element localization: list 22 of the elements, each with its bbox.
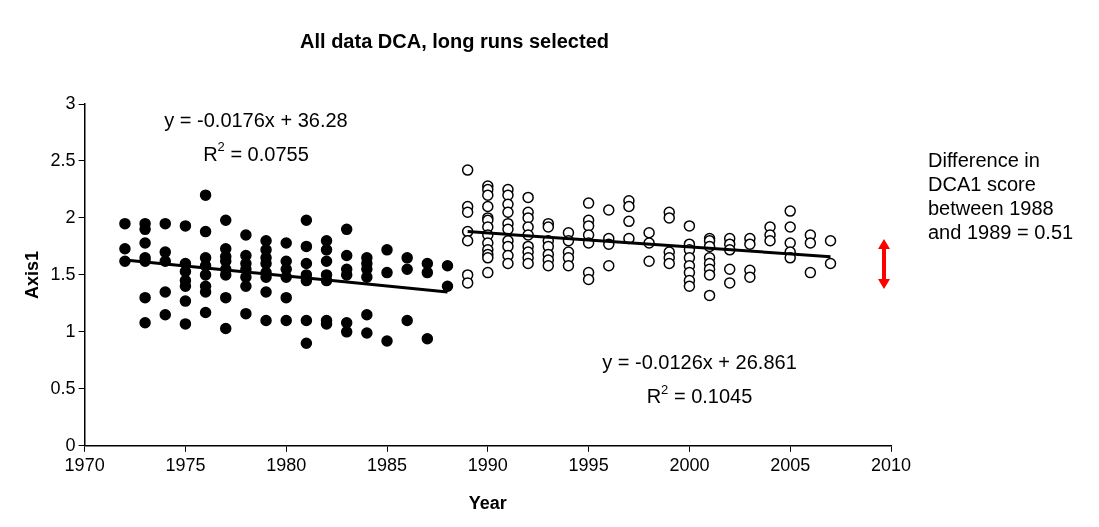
x-tick-label: 1990 [467, 454, 508, 475]
x-tick-label: 1995 [568, 454, 609, 475]
y-tick-label: 0.5 [50, 377, 76, 398]
x-tick-label: 1980 [266, 454, 307, 475]
x-tick-label: 2010 [870, 454, 912, 475]
x-tick-label: 2000 [669, 454, 710, 475]
annotation: y = -0.0126x + 26.861 [602, 351, 797, 374]
annotation: y = -0.0176x + 36.28 [164, 108, 348, 131]
x-tick-label: 1970 [64, 454, 105, 475]
chart-title: All data DCA, long runs selected [300, 29, 609, 52]
x-tick-label: 1985 [366, 454, 408, 475]
y-tick-label: 2.5 [50, 149, 76, 170]
y-tick-label: 0 [65, 434, 76, 455]
x-tick-label: 2005 [770, 454, 811, 475]
x-axis-title: Year [468, 493, 507, 514]
x-tick-label: 1975 [165, 454, 206, 475]
y-tick-label: 1.5 [50, 263, 76, 284]
y-tick-label: 3 [65, 92, 76, 113]
y-axis-title: Axis1 [21, 250, 42, 299]
y-tick-label: 1 [65, 320, 76, 341]
text: Difference in DCA1 score between 1988 and 1989 = 0.51 [928, 148, 1075, 244]
y-tick-label: 2 [65, 206, 76, 227]
